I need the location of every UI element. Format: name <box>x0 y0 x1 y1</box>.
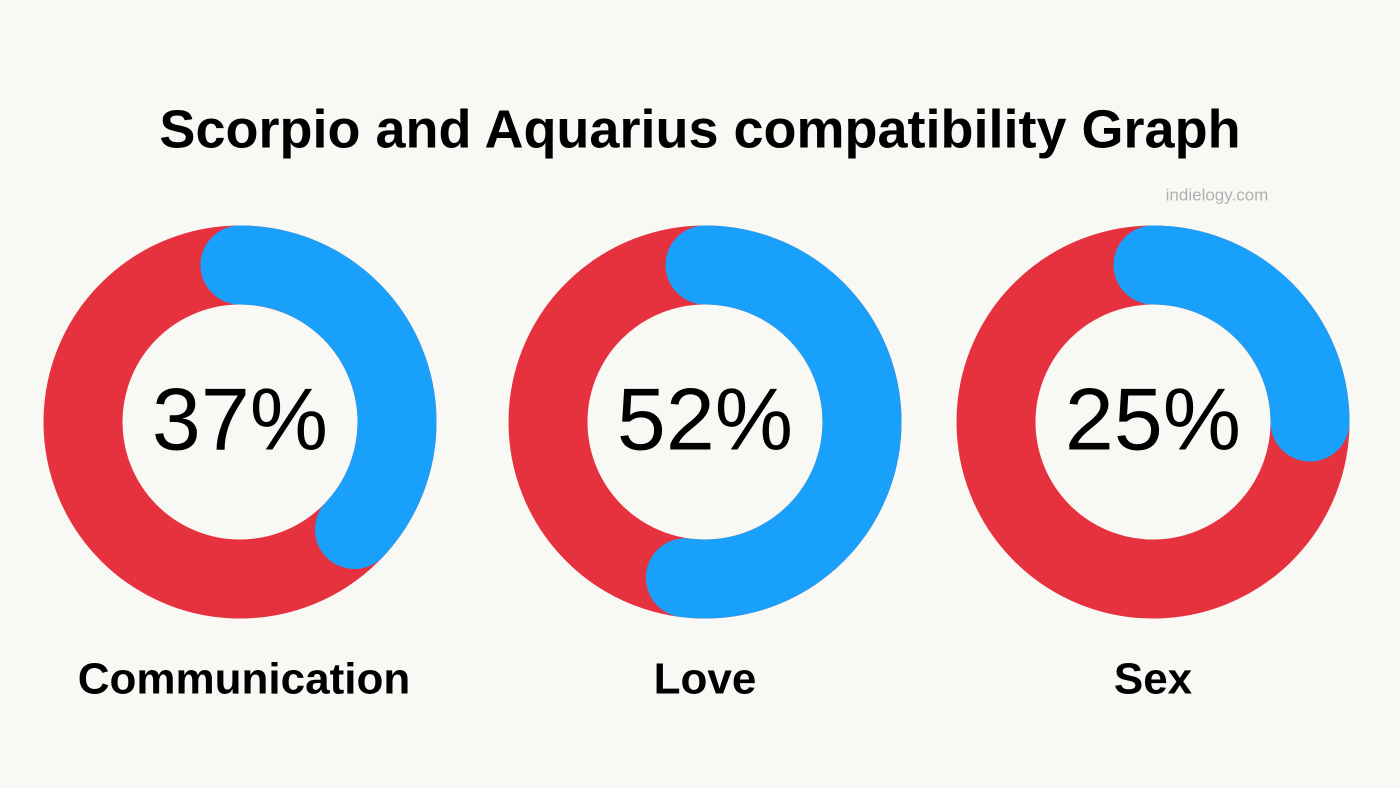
value-label: 25% <box>1065 369 1241 468</box>
source: indielogy.com <box>1166 185 1269 204</box>
donut-arc <box>200 225 437 569</box>
donut-label: Love <box>654 655 757 704</box>
value-label: 37% <box>152 369 328 468</box>
value-label: 52% <box>617 369 793 468</box>
donut-label: Communication <box>78 655 410 704</box>
donut-arc <box>645 225 902 619</box>
donut-arc <box>1113 225 1350 462</box>
chart-title: Scorpio and Aquarius compatibility Graph <box>159 99 1240 159</box>
donut-label: Sex <box>1114 655 1193 704</box>
